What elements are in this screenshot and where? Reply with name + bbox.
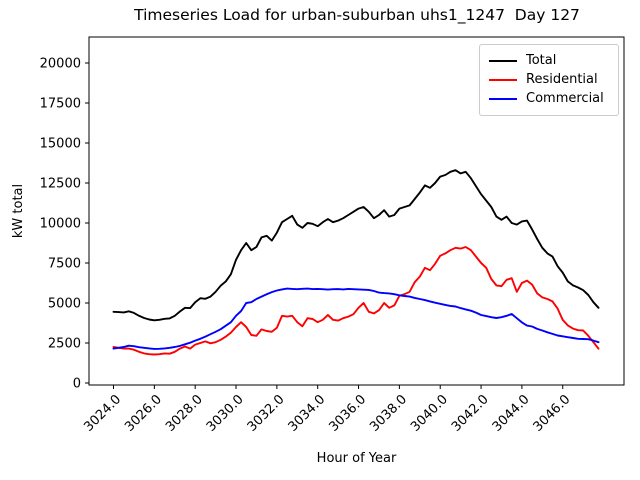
y-axis-label: kW total: [11, 184, 26, 238]
residential-line-swatch: [489, 79, 517, 81]
y-tick-label: 10000: [40, 217, 81, 232]
x-axis-label: Hour of Year: [317, 451, 397, 466]
y-tick-label: 5000: [48, 297, 81, 312]
y-tick-label: 12500: [40, 177, 81, 192]
series-line-total: [112, 169, 600, 322]
legend-item-commercial: Commercial: [489, 90, 609, 108]
series-line-residential: [112, 246, 600, 356]
x-tick-label: 3046.0: [531, 392, 574, 435]
legend: Total Residential Commercial: [479, 44, 619, 116]
x-tick-label: 3032.0: [245, 392, 288, 435]
chart-title: Timeseries Load for urban-suburban uhs1_…: [134, 6, 580, 24]
x-tick-label: 3028.0: [163, 392, 206, 435]
x-tick-label: 3024.0: [81, 392, 124, 435]
total-line-swatch: [489, 60, 517, 62]
commercial-line-swatch: [489, 98, 517, 100]
legend-item-total: Total: [489, 52, 609, 70]
y-tick-label: 20000: [40, 57, 81, 72]
x-tick-label: 3036.0: [326, 392, 369, 435]
x-tick-label: 3038.0: [367, 392, 410, 435]
x-tick-label: 3042.0: [449, 392, 492, 435]
legend-label-total: Total: [526, 53, 557, 68]
x-tick-label: 3030.0: [204, 392, 247, 435]
x-tick-label: 3044.0: [490, 392, 533, 435]
y-tick-label: 2500: [48, 337, 81, 352]
legend-item-residential: Residential: [489, 71, 609, 89]
y-tick-label: 7500: [48, 257, 81, 272]
series-line-commercial: [112, 287, 600, 350]
y-tick-label: 15000: [40, 137, 81, 152]
x-tick-label: 3026.0: [122, 392, 165, 435]
x-tick-label: 3040.0: [408, 392, 451, 435]
axes-box: [88, 36, 625, 386]
legend-label-residential: Residential: [526, 72, 598, 87]
x-tick-label: 3034.0: [286, 392, 329, 435]
legend-label-commercial: Commercial: [526, 91, 604, 106]
y-tick-label: 17500: [40, 97, 81, 112]
y-tick-label: 0: [73, 377, 81, 392]
